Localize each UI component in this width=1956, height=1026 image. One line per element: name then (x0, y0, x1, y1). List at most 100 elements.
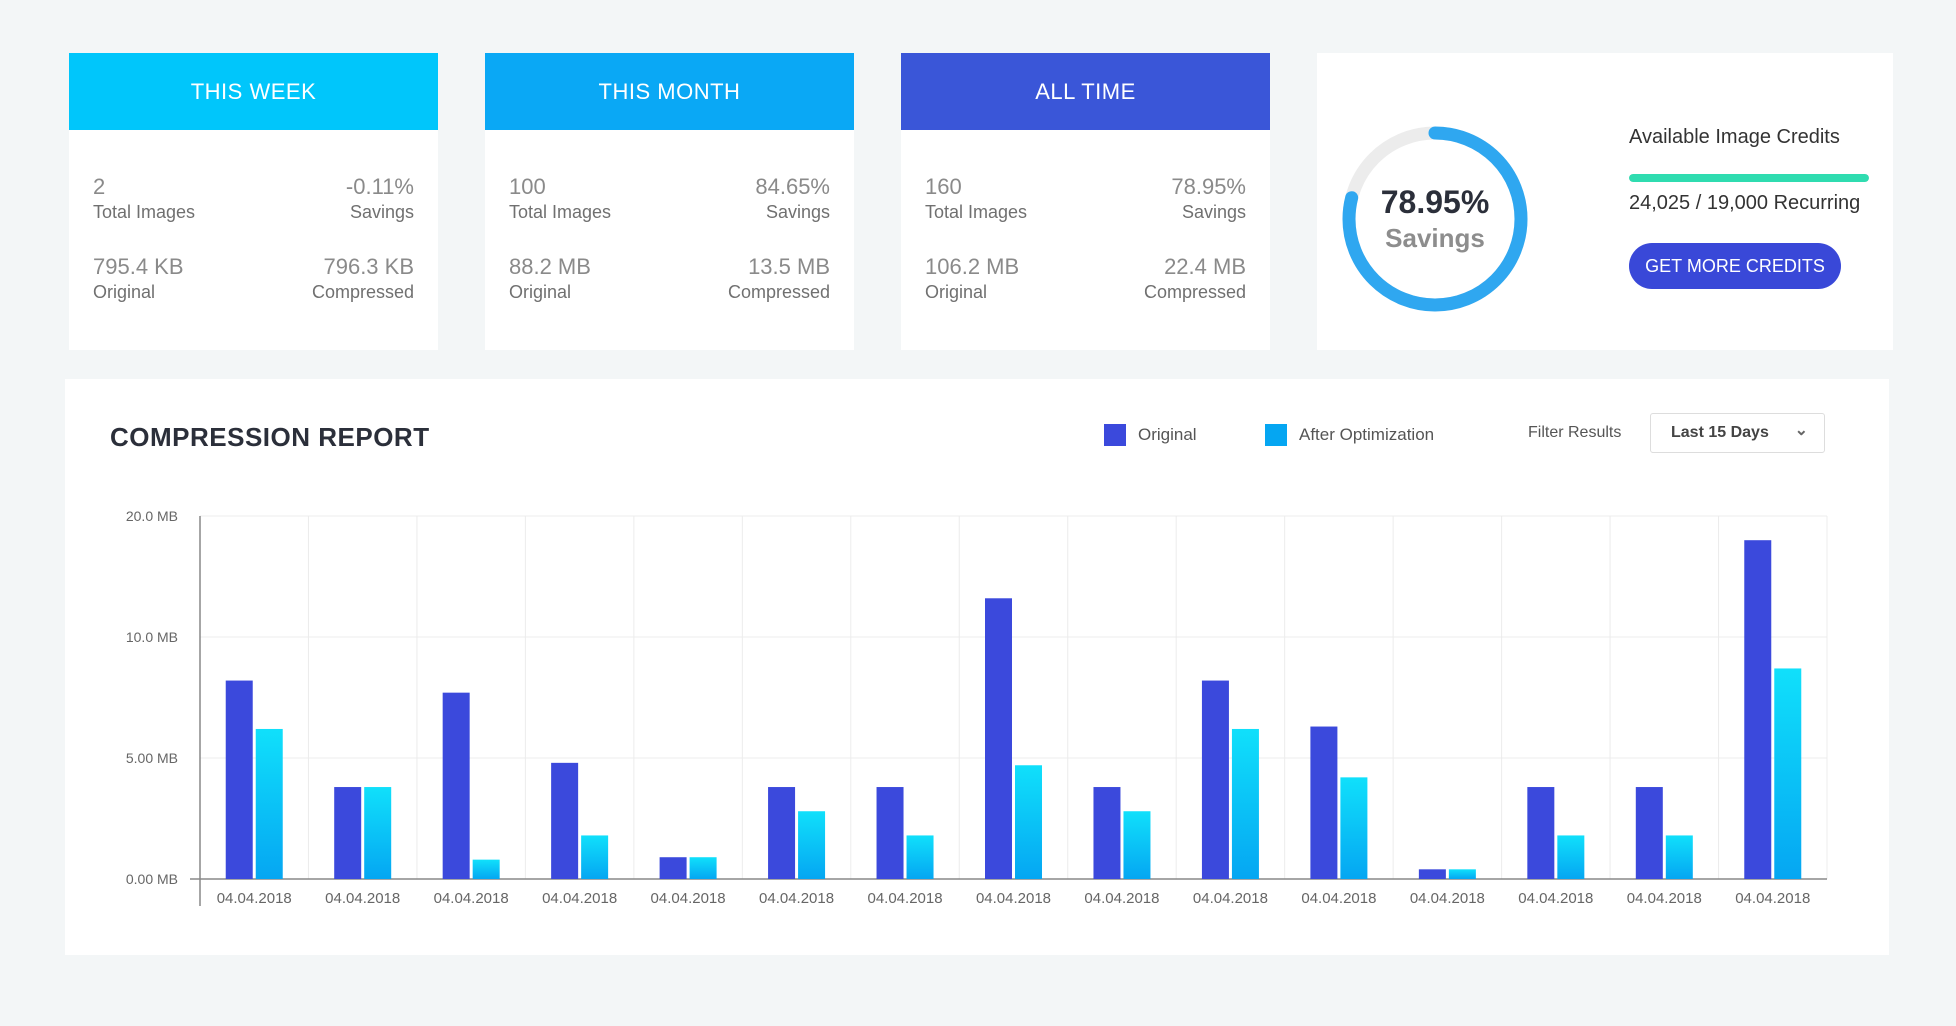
original-size-label: Original (509, 282, 572, 302)
total-images-label: Total Images (509, 202, 612, 222)
compression-chart: 0.00 MB 5.00 MB 10.0 MB 20.0 MB 04.04.2018 04… (126, 508, 1828, 907)
bar-after-optimization (472, 859, 500, 879)
x-tick-label: 04.04.2018 (867, 890, 942, 907)
bar-after-optimization (1123, 811, 1151, 879)
bar-original (551, 762, 579, 879)
bar-after-optimization (1448, 869, 1476, 879)
savings-value: -0.11% (345, 174, 414, 199)
legend-original: Original (1104, 424, 1197, 446)
savings-ring-progress (1342, 126, 1528, 312)
bar-after-optimization (1340, 777, 1368, 879)
x-tick-label: 04.04.2018 (1627, 890, 1702, 907)
legend-swatch-after (1265, 424, 1287, 446)
x-tick-label: 04.04.2018 (1301, 890, 1376, 907)
x-tick-label: 04.04.2018 (217, 890, 292, 907)
x-tick-label: 04.04.2018 (1410, 890, 1485, 907)
bar-after-optimization (1557, 835, 1585, 879)
y-tick-label: 10.0 MB (126, 629, 178, 645)
bar-after-optimization (1665, 835, 1693, 879)
total-images-value: 100 (509, 174, 546, 199)
savings-value: 78.95% (1171, 174, 1246, 199)
compressed-size-value: 13.5 MB (748, 254, 830, 279)
x-tick-label: 04.04.2018 (1518, 890, 1593, 907)
bar-after-optimization (1015, 765, 1042, 879)
total-images-value: 2 (93, 174, 106, 199)
all-time-card: ALL TIME 160 Total Images 78.95% Savings 1… (901, 53, 1270, 350)
bar-original (1635, 787, 1663, 879)
bar-after-optimization (906, 835, 934, 879)
x-tick-label: 04.04.2018 (976, 890, 1051, 907)
bar-after-optimization (581, 835, 609, 879)
bar-original (768, 787, 796, 879)
x-tick-label: 04.04.2018 (325, 890, 400, 907)
original-size-value: 88.2 MB (509, 254, 591, 279)
bar-original (225, 680, 253, 879)
this-week-card: THIS WEEK 2 Total Images -0.11% Savings 79… (69, 53, 438, 350)
original-size-value: 106.2 MB (925, 254, 1020, 279)
card-header: ALL TIME (901, 53, 1270, 130)
bar-original (876, 787, 904, 879)
bar-original (1744, 540, 1772, 879)
savings-value: 84.65% (755, 174, 830, 199)
filter-selected-value: Last 15 Days (1671, 424, 1769, 441)
credits-progress-fill (1629, 174, 1869, 182)
chevron-down-icon: ⌄ (1794, 422, 1808, 439)
savings-ring (1342, 126, 1528, 312)
bar-after-optimization (364, 787, 392, 879)
bar-original (1310, 726, 1338, 879)
y-tick-label: 0.00 MB (126, 871, 178, 887)
compressed-size-value: 796.3 KB (323, 254, 414, 279)
savings-ring-label: 78.95% Savings (1337, 121, 1533, 317)
bar-original (334, 787, 362, 879)
bar-after-optimization (1774, 668, 1802, 879)
credits-count: 24,025 / 19,000 Recurring (1629, 192, 1861, 214)
bar-original (1201, 680, 1229, 879)
bar-after-optimization (255, 728, 283, 879)
total-images-value: 160 (925, 174, 962, 199)
total-images-label: Total Images (925, 202, 1028, 222)
compressed-size-label: Compressed (727, 282, 830, 302)
bar-original (1418, 869, 1446, 879)
bar-after-optimization (1231, 728, 1259, 879)
x-tick-label: 04.04.2018 (1084, 890, 1159, 907)
card-header: THIS MONTH (485, 53, 854, 130)
bar-original (985, 598, 1012, 879)
get-more-credits-button[interactable]: GET MORE CREDITS (1629, 243, 1841, 289)
original-size-value: 795.4 KB (93, 254, 184, 279)
x-tick-label: 04.04.2018 (542, 890, 617, 907)
legend-after-optimization: After Optimization (1265, 424, 1434, 446)
y-tick-label: 20.0 MB (126, 508, 178, 524)
savings-label: Savings (765, 202, 830, 222)
y-tick-label: 5.00 MB (126, 750, 178, 766)
x-tick-label: 04.04.2018 (1193, 890, 1268, 907)
savings-caption: Savings (1385, 223, 1485, 253)
savings-label: Savings (1181, 202, 1246, 222)
filter-select[interactable]: Last 15 Days ⌄ (1650, 413, 1825, 453)
bar-original (442, 692, 470, 879)
legend-swatch-original (1104, 424, 1126, 446)
legend-label-original: Original (1138, 425, 1197, 444)
credits-title: Available Image Credits (1629, 126, 1840, 148)
bar-original (1527, 787, 1555, 879)
x-tick-label: 04.04.2018 (434, 890, 509, 907)
compressed-size-label: Compressed (311, 282, 414, 302)
bar-after-optimization (798, 811, 826, 879)
original-size-label: Original (93, 282, 156, 302)
legend-label-after: After Optimization (1299, 425, 1435, 444)
savings-label: Savings (349, 202, 414, 222)
total-images-label: Total Images (93, 202, 196, 222)
original-size-label: Original (925, 282, 988, 302)
x-tick-label: 04.04.2018 (759, 890, 834, 907)
bar-original (1093, 787, 1121, 879)
report-title: COMPRESSION REPORT (110, 422, 430, 452)
compressed-size-label: Compressed (1143, 282, 1246, 302)
savings-percent: 78.95% (1380, 184, 1490, 220)
credits-progress-bar (1629, 174, 1869, 182)
compressed-size-value: 22.4 MB (1164, 254, 1246, 279)
this-month-card: THIS MONTH 100 Total Images 84.65% Savings… (485, 53, 854, 350)
compression-report-panel: COMPRESSION REPORT Original After Optimi… (65, 379, 1889, 955)
filter-label: Filter Results (1528, 424, 1622, 441)
bar-original (659, 857, 687, 879)
credits-panel: 78.95% Savings Available Image Credits 2… (1317, 53, 1893, 350)
x-tick-label: 04.04.2018 (1735, 890, 1810, 907)
